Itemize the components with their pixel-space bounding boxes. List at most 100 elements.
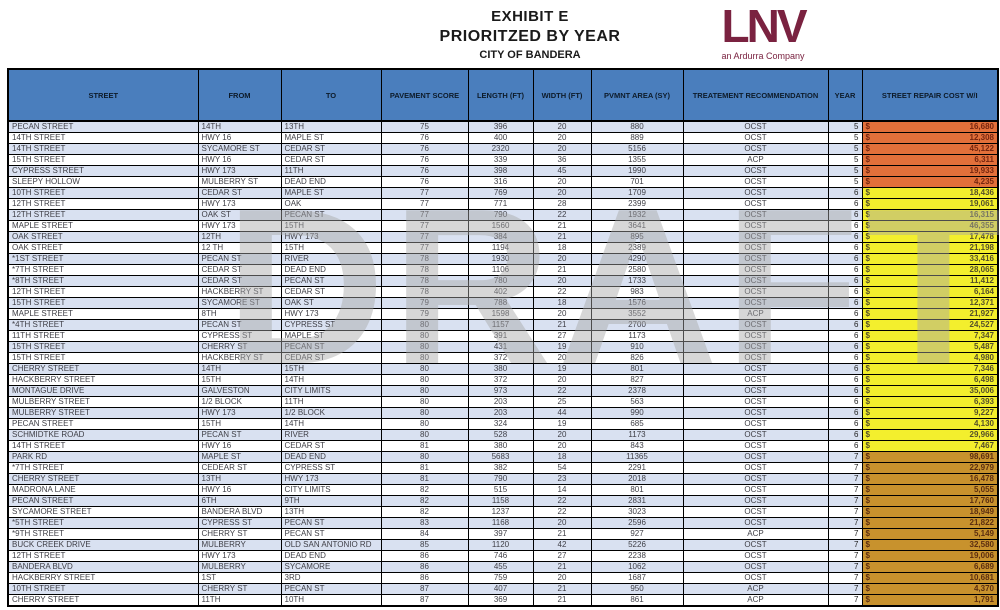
cell-from: CYPRESS ST (197, 330, 282, 342)
cell-street-repair-cost: $21,822 (861, 517, 999, 529)
cell-pvmnt-area-sy: 910 (590, 341, 684, 353)
cell-year: 5 (827, 154, 863, 166)
cell-from: SYCAMORE ST (197, 143, 282, 155)
table-row: OAK STREET 12TH HWY 173 77 384 21 895 OCST 6 $17,… (7, 231, 999, 243)
cell-street-repair-cost: $98,691 (861, 451, 999, 463)
currency-symbol: $ (865, 221, 870, 231)
cell-width-ft: 20 (532, 374, 592, 386)
cell-treatment-recommendation: OCST (682, 396, 829, 408)
cell-pvmnt-area-sy: 801 (590, 363, 684, 375)
table-row: HACKBERRY STREET 1ST 3RD 86 759 20 1687 OCST 7 $1… (7, 572, 999, 584)
cell-pavement-score: 75 (380, 120, 469, 133)
cell-from: PECAN ST (197, 429, 282, 441)
cell-street: 14TH STREET (7, 143, 199, 155)
currency-symbol: $ (865, 122, 870, 131)
cell-treatment-recommendation: OCST (682, 297, 829, 309)
cell-to: 11TH (280, 396, 382, 408)
cell-to: 14TH (280, 418, 382, 430)
cell-pavement-score: 80 (380, 330, 469, 342)
table-row: HACKBERRY STREET 15TH 14TH 80 372 20 827 OCST 6 $… (7, 374, 999, 386)
cell-length-ft: 397 (467, 528, 534, 540)
cell-pvmnt-area-sy: 3023 (590, 506, 684, 518)
cost-value: 18,949 (969, 507, 994, 517)
cell-pvmnt-area-sy: 927 (590, 528, 684, 540)
cell-from: MULBERRY (197, 539, 282, 551)
cell-from: CHERRY ST (197, 528, 282, 540)
cell-width-ft: 22 (532, 209, 592, 221)
cost-value: 7,346 (973, 364, 994, 374)
cell-width-ft: 44 (532, 407, 592, 419)
cell-treatment-recommendation: OCST (682, 418, 829, 430)
cell-street: *7TH STREET (7, 264, 199, 276)
cell-length-ft: 788 (467, 297, 534, 309)
cell-treatment-recommendation: OCST (682, 264, 829, 276)
cell-street: OAK STREET (7, 231, 199, 243)
cell-width-ft: 20 (532, 275, 592, 287)
cell-pavement-score: 80 (380, 352, 469, 364)
cell-to: RIVER (280, 253, 382, 265)
cost-value: 10,681 (969, 573, 994, 583)
cell-from: BANDERA BLVD (197, 506, 282, 518)
currency-symbol: $ (865, 540, 870, 550)
cell-width-ft: 20 (532, 572, 592, 584)
cell-pavement-score: 87 (380, 583, 469, 595)
cell-pavement-score: 81 (380, 462, 469, 474)
cell-year: 7 (827, 572, 863, 584)
cell-year: 6 (827, 429, 863, 441)
cell-street-repair-cost: $17,478 (861, 231, 999, 243)
cell-length-ft: 391 (467, 330, 534, 342)
cell-length-ft: 5683 (467, 451, 534, 463)
cell-from: CEDAR ST (197, 275, 282, 287)
column-header-to: TO (280, 68, 382, 122)
currency-symbol: $ (865, 320, 870, 330)
table-row: MADRONA LANE HWY 16 CITY LIMITS 82 515 14 801 O… (7, 484, 999, 496)
cell-from: SYCAMORE ST (197, 297, 282, 309)
cell-street: 15TH STREET (7, 297, 199, 309)
cell-width-ft: 19 (532, 418, 592, 430)
table-row: 10TH STREET CEDAR ST MAPLE ST 77 769 20 1709 OC… (7, 187, 999, 199)
cell-street-repair-cost: $1,791 (861, 594, 999, 607)
currency-symbol: $ (865, 551, 870, 561)
cell-street-repair-cost: $16,680 (861, 120, 999, 133)
cell-to: 10TH (280, 594, 382, 607)
cell-to: DEAD END (280, 451, 382, 463)
cell-year: 5 (827, 176, 863, 188)
cost-value: 6,164 (973, 287, 994, 297)
cell-pvmnt-area-sy: 2399 (590, 198, 684, 210)
table-row: SYCAMORE STREET BANDERA BLVD 13TH 82 1237 22 3… (7, 506, 999, 518)
cell-from: 12TH (197, 231, 282, 243)
cell-from: CHERRY ST (197, 341, 282, 353)
cell-street-repair-cost: $6,393 (861, 396, 999, 408)
cell-pvmnt-area-sy: 861 (590, 594, 684, 607)
table-row: *1ST STREET PECAN ST RIVER 78 1930 20 4290 OCST… (7, 253, 999, 265)
cell-width-ft: 20 (532, 132, 592, 144)
cell-width-ft: 22 (532, 495, 592, 507)
currency-symbol: $ (865, 265, 870, 275)
cell-to: 13TH (280, 506, 382, 518)
column-header-pvmnt-area-sy: PVMNT AREA (SY) (590, 68, 684, 122)
cell-to: 13TH (280, 120, 382, 133)
table-row: 12TH STREET HACKBERRY ST CEDAR ST 78 402 22 98… (7, 286, 999, 298)
cell-year: 6 (827, 187, 863, 199)
cell-to: PECAN ST (280, 528, 382, 540)
cell-from: 12 TH (197, 242, 282, 254)
cell-to: 15TH (280, 220, 382, 232)
cell-length-ft: 746 (467, 550, 534, 562)
cell-from: MULBERRY (197, 561, 282, 573)
cell-year: 7 (827, 473, 863, 485)
table-row: *5TH STREET CYPRESS ST PECAN ST 83 1168 20 259… (7, 517, 999, 529)
cell-pvmnt-area-sy: 1173 (590, 429, 684, 441)
cell-year: 6 (827, 242, 863, 254)
cell-from: 6TH (197, 495, 282, 507)
cell-from: HWY 16 (197, 484, 282, 496)
cell-length-ft: 384 (467, 231, 534, 243)
cell-treatment-recommendation: OCST (682, 176, 829, 188)
cell-pavement-score: 76 (380, 176, 469, 188)
currency-symbol: $ (865, 243, 870, 253)
cell-treatment-recommendation: OCST (682, 165, 829, 177)
cell-street: 15TH STREET (7, 154, 199, 166)
cell-street-repair-cost: $28,065 (861, 264, 999, 276)
cell-street: *5TH STREET (7, 517, 199, 529)
cell-street: CHERRY STREET (7, 473, 199, 485)
lnv-logo: LNV an Ardurra Company (688, 2, 838, 62)
